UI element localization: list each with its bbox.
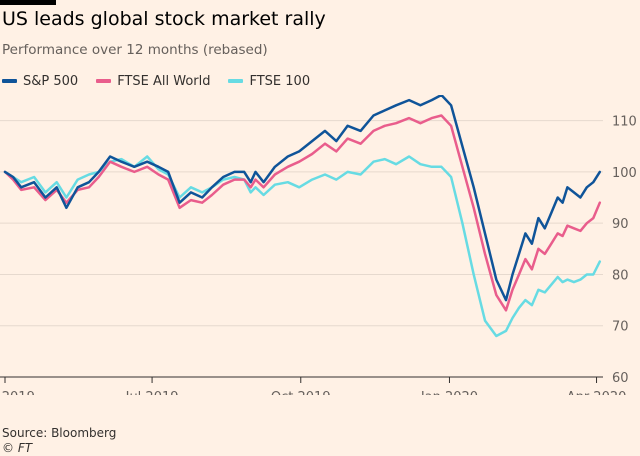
series-line-ftse-all-world [3, 114, 602, 312]
y-tick-label-60: 60 [612, 371, 629, 386]
legend-label-ftse-100: FTSE 100 [249, 73, 311, 89]
legend-label-ftse-all-world: FTSE All World [117, 73, 211, 89]
legend-swatch-sp500 [2, 79, 17, 83]
series-line-s-p-500 [3, 95, 602, 302]
x-tick-label-4: Apr 2020 [567, 390, 627, 395]
legend-item-ftse-all-world: FTSE All World [96, 74, 210, 89]
x-tick-label-3: Jan 2020 [420, 390, 478, 395]
y-tick-label-110: 110 [612, 115, 637, 130]
chart-subtitle: Performance over 12 months (rebased) [2, 42, 268, 58]
legend-swatch-ftse-all-world [96, 79, 112, 83]
legend-swatch-ftse-100 [228, 79, 244, 83]
chart-title: US leads global stock market rally [2, 8, 326, 30]
legend-item-sp500: S&P 500 [2, 74, 78, 89]
y-tick-label-90: 90 [612, 217, 629, 232]
x-tick-label-2: Oct 2019 [271, 390, 331, 395]
y-tick-label-100: 100 [612, 166, 637, 181]
legend-item-ftse-100: FTSE 100 [228, 74, 310, 89]
chart-legend: S&P 500 FTSE All World FTSE 100 [2, 73, 328, 89]
x-tick-label-0: Apr 2019 [0, 390, 35, 395]
brand-top-bar [0, 0, 56, 5]
line-chart: 60 70 80 90 100 110 Apr 2019 Jul 2019 Oct 2019 Ja… [0, 95, 637, 395]
x-tick-label-1: Jul 2019 [125, 390, 179, 395]
source-note: Source: Bloomberg [2, 426, 117, 440]
y-tick-label-80: 80 [612, 268, 629, 283]
y-tick-label-70: 70 [612, 320, 629, 335]
legend-label-sp500: S&P 500 [23, 73, 79, 89]
credit-note: © FT [2, 441, 33, 455]
